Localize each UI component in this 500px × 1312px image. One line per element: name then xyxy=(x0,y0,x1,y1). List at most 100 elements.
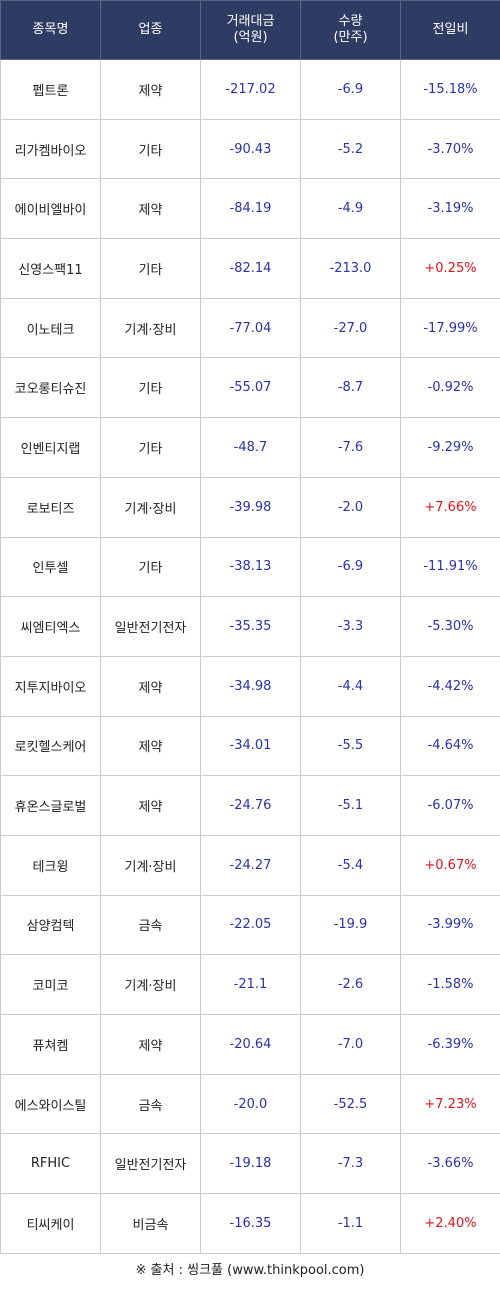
sector-cell: 일반전기전자 xyxy=(100,596,201,657)
amount-cell: -22.05 xyxy=(200,894,301,956)
volume-cell: -2.6 xyxy=(300,954,401,1015)
volume-cell: -19.9 xyxy=(300,894,401,956)
header-name: 종목명 xyxy=(0,0,101,60)
amount-cell: -90.43 xyxy=(200,118,301,180)
amount-cell: -38.13 xyxy=(200,536,301,598)
amount-cell: -55.07 xyxy=(200,357,301,419)
stock-name-cell: 에이비엘바이 xyxy=(0,178,101,240)
amount-cell: -77.04 xyxy=(200,297,301,359)
change-cell: -11.91% xyxy=(400,536,500,598)
volume-cell: -1.1 xyxy=(300,1193,401,1254)
table-row: 로킷헬스케어 제약 -34.01 -5.5 -4.64% xyxy=(0,715,500,777)
source-note: ※ 출처 : 씽크풀 (www.thinkpool.com) xyxy=(135,1263,365,1278)
table-row: 에스와이스틸 금속 -20.0 -52.5 +7.23% xyxy=(0,1073,500,1135)
header-sector: 업종 xyxy=(100,0,201,60)
change-cell: +7.23% xyxy=(400,1073,500,1135)
stock-name-cell: 로킷헬스케어 xyxy=(0,715,101,777)
table-row: RFHIC 일반전기전자 -19.18 -7.3 -3.66% xyxy=(0,1133,500,1195)
sector-cell: 기타 xyxy=(100,536,201,598)
stock-name-cell: 씨엠티엑스 xyxy=(0,596,101,657)
change-cell: +2.40% xyxy=(400,1193,500,1254)
stock-name-cell: 리가켐바이오 xyxy=(0,118,101,180)
sector-cell: 제약 xyxy=(100,1014,201,1075)
change-cell: -3.99% xyxy=(400,894,500,956)
amount-cell: -20.64 xyxy=(200,1014,301,1075)
volume-cell: -6.9 xyxy=(300,536,401,598)
volume-cell: -5.1 xyxy=(300,775,401,836)
amount-cell: -35.35 xyxy=(200,596,301,657)
stock-name-cell: 지투지바이오 xyxy=(0,655,101,717)
table-row: 테크윙 기계·장비 -24.27 -5.4 +0.67% xyxy=(0,834,500,896)
change-cell: -0.92% xyxy=(400,357,500,419)
table-row: 씨엠티엑스 일반전기전자 -35.35 -3.3 -5.30% xyxy=(0,596,500,657)
stock-name-cell: 삼양컴텍 xyxy=(0,894,101,956)
table-row: 인벤티지랩 기타 -48.7 -7.6 -9.29% xyxy=(0,417,500,478)
volume-cell: -5.2 xyxy=(300,118,401,180)
amount-cell: -24.27 xyxy=(200,834,301,896)
sector-cell: 기타 xyxy=(100,118,201,180)
stock-name-cell: RFHIC xyxy=(0,1133,101,1195)
stock-table: 종목명 업종 거래대금 (억원) 수량 (만주) 전일비 펩트론 제약 -217.0… xyxy=(0,0,500,1254)
change-cell: -9.29% xyxy=(400,417,500,478)
sector-cell: 금속 xyxy=(100,894,201,956)
stock-name-cell: 휴온스글로벌 xyxy=(0,775,101,836)
change-cell: -1.58% xyxy=(400,954,500,1015)
volume-cell: -5.5 xyxy=(300,715,401,777)
stock-name-cell: 코미코 xyxy=(0,954,101,1015)
header-volume: 수량 (만주) xyxy=(300,0,401,60)
amount-cell: -39.98 xyxy=(200,476,301,538)
change-cell: -3.19% xyxy=(400,178,500,240)
sector-cell: 기계·장비 xyxy=(100,834,201,896)
table-row: 코오롱티슈진 기타 -55.07 -8.7 -0.92% xyxy=(0,357,500,419)
table-row: 에이비엘바이 제약 -84.19 -4.9 -3.19% xyxy=(0,178,500,240)
sector-cell: 기타 xyxy=(100,238,201,299)
amount-cell: -217.02 xyxy=(200,59,301,120)
change-cell: -5.30% xyxy=(400,596,500,657)
sector-cell: 기계·장비 xyxy=(100,297,201,359)
sector-cell: 제약 xyxy=(100,715,201,777)
amount-cell: -48.7 xyxy=(200,417,301,478)
volume-cell: -213.0 xyxy=(300,238,401,299)
sector-cell: 제약 xyxy=(100,775,201,836)
volume-cell: -4.4 xyxy=(300,655,401,717)
table-row: 신영스팩11 기타 -82.14 -213.0 +0.25% xyxy=(0,238,500,299)
change-cell: -3.66% xyxy=(400,1133,500,1195)
stock-name-cell: 퓨쳐켐 xyxy=(0,1014,101,1075)
stock-name-cell: 펩트론 xyxy=(0,59,101,120)
volume-cell: -4.9 xyxy=(300,178,401,240)
stock-name-cell: 로보티즈 xyxy=(0,476,101,538)
amount-cell: -34.01 xyxy=(200,715,301,777)
volume-cell: -27.0 xyxy=(300,297,401,359)
table-row: 인투셀 기타 -38.13 -6.9 -11.91% xyxy=(0,536,500,598)
table-row: 코미코 기계·장비 -21.1 -2.6 -1.58% xyxy=(0,954,500,1015)
table-row: 지투지바이오 제약 -34.98 -4.4 -4.42% xyxy=(0,655,500,717)
volume-cell: -7.0 xyxy=(300,1014,401,1075)
change-cell: -4.42% xyxy=(400,655,500,717)
amount-cell: -24.76 xyxy=(200,775,301,836)
amount-cell: -16.35 xyxy=(200,1193,301,1254)
amount-cell: -21.1 xyxy=(200,954,301,1015)
change-cell: -15.18% xyxy=(400,59,500,120)
stock-name-cell: 코오롱티슈진 xyxy=(0,357,101,419)
sector-cell: 비금속 xyxy=(100,1193,201,1254)
volume-cell: -7.3 xyxy=(300,1133,401,1195)
stock-name-cell: 인벤티지랩 xyxy=(0,417,101,478)
sector-cell: 기계·장비 xyxy=(100,954,201,1015)
change-cell: -6.07% xyxy=(400,775,500,836)
sector-cell: 일반전기전자 xyxy=(100,1133,201,1195)
amount-cell: -82.14 xyxy=(200,238,301,299)
sector-cell: 제약 xyxy=(100,59,201,120)
change-cell: -4.64% xyxy=(400,715,500,777)
volume-cell: -7.6 xyxy=(300,417,401,478)
volume-cell: -3.3 xyxy=(300,596,401,657)
volume-cell: -8.7 xyxy=(300,357,401,419)
sector-cell: 제약 xyxy=(100,655,201,717)
table-row: 리가켐바이오 기타 -90.43 -5.2 -3.70% xyxy=(0,118,500,180)
sector-cell: 제약 xyxy=(100,178,201,240)
change-cell: +7.66% xyxy=(400,476,500,538)
sector-cell: 기타 xyxy=(100,417,201,478)
change-cell: -17.99% xyxy=(400,297,500,359)
change-cell: +0.67% xyxy=(400,834,500,896)
table-row: 삼양컴텍 금속 -22.05 -19.9 -3.99% xyxy=(0,894,500,956)
change-cell: -6.39% xyxy=(400,1014,500,1075)
